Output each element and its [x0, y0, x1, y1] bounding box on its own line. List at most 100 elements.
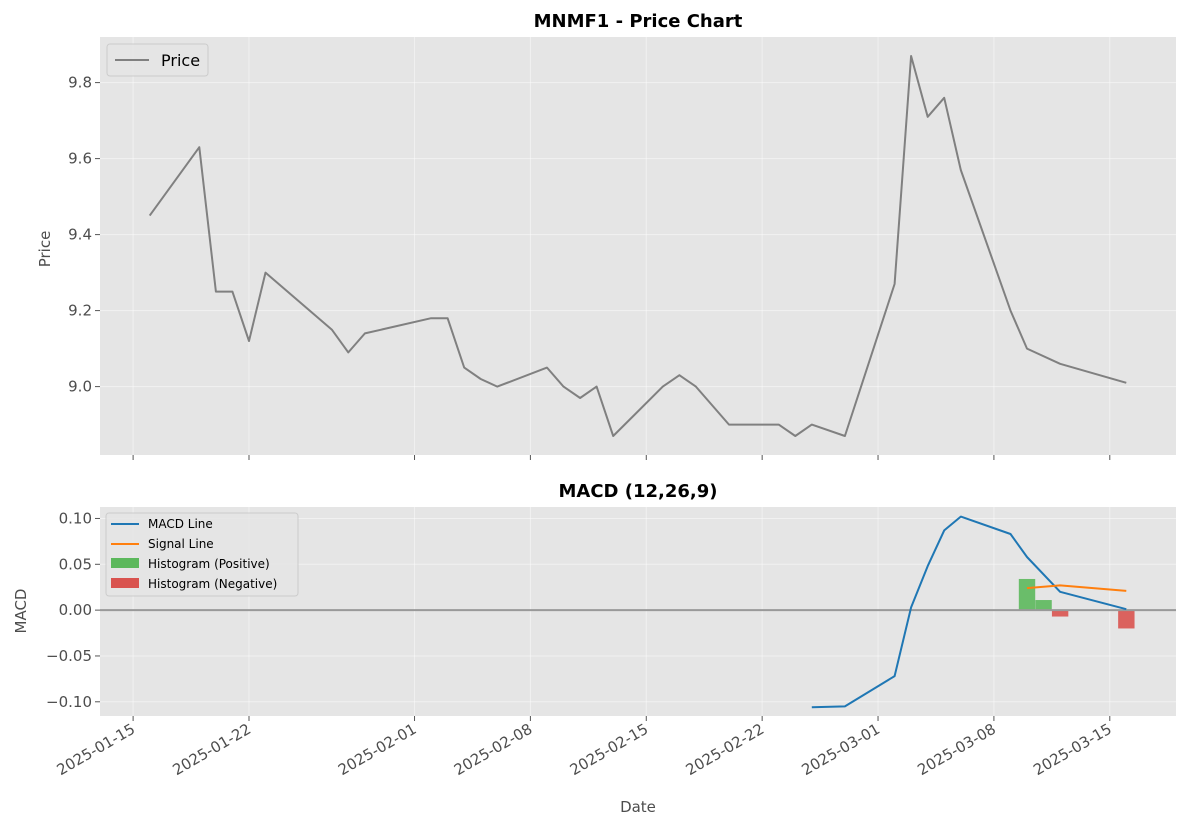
macd-legend-box	[105, 512, 299, 597]
macd-y-ticks: −0.10 −0.05 0.00 0.05 0.10	[46, 509, 100, 711]
histogram-positive-legend-label: Histogram (Positive)	[148, 557, 270, 571]
price-line-point	[149, 215, 151, 217]
date-x-axis-label: Date	[620, 798, 656, 816]
price-panel: MNMF1 - Price Chart 9.0 9.2 9.4 9.6 9.8 Pric…	[36, 11, 1176, 460]
macd-line-legend-label: MACD Line	[148, 517, 213, 531]
price-line-point	[695, 386, 697, 388]
histogram-negative-legend-swatch	[111, 578, 139, 588]
x-tick-label: 2025-02-22	[683, 720, 768, 779]
price-line-point	[596, 386, 598, 388]
x-tick-label: 2025-01-22	[169, 720, 254, 779]
price-line-point	[811, 424, 813, 426]
x-tick-label: 2025-03-08	[914, 720, 999, 779]
signal-line-legend-label: Signal Line	[148, 537, 214, 551]
x-tick-label: 2025-02-08	[451, 720, 536, 779]
macd-line-point	[1009, 533, 1011, 535]
y-tick-label: 0.00	[59, 601, 92, 619]
price-chart-title: MNMF1 - Price Chart	[534, 11, 743, 32]
price-legend: Price	[106, 43, 209, 77]
price-legend-label: Price	[161, 51, 200, 70]
price-line-point	[1009, 310, 1011, 312]
price-y-axis-label: Price	[36, 231, 54, 268]
price-line-point	[265, 272, 267, 274]
price-line-point	[579, 397, 581, 399]
macd-line-point	[844, 705, 846, 707]
x-tick-label: 2025-03-15	[1030, 720, 1115, 779]
price-line-point	[1125, 382, 1127, 384]
price-line-point	[563, 386, 565, 388]
macd-histogram	[1018, 578, 1135, 629]
price-line	[148, 55, 1127, 437]
macd-line-point	[943, 529, 945, 531]
price-line-point	[496, 386, 498, 388]
price-y-ticks: 9.0 9.2 9.4 9.6 9.8	[68, 74, 100, 396]
x-tick-label: 2025-01-15	[54, 720, 139, 779]
price-line-point	[463, 367, 465, 369]
price-gridlines	[100, 37, 1176, 455]
price-line-point	[430, 317, 432, 319]
price-line-point	[231, 291, 233, 293]
histogram-negative-bar	[1118, 610, 1135, 629]
x-tick-label: 2025-02-01	[335, 720, 420, 779]
price-line-point	[794, 435, 796, 437]
y-tick-label: 9.0	[68, 378, 92, 396]
macd-y-axis-label: MACD	[12, 589, 30, 634]
histogram-positive-legend-swatch	[111, 558, 139, 568]
macd-line-point	[811, 706, 813, 708]
macd-line-point	[960, 516, 962, 518]
price-plot-area	[100, 37, 1176, 455]
price-line-point	[1059, 363, 1061, 365]
macd-line-point	[1125, 608, 1127, 610]
y-tick-label: 0.05	[59, 555, 92, 573]
price-line-point	[480, 378, 482, 380]
signal-line-point	[1026, 587, 1028, 589]
y-tick-label: −0.10	[46, 693, 92, 711]
macd-chart-title: MACD (12,26,9)	[558, 481, 717, 502]
histogram-positive-bar	[1035, 600, 1052, 611]
price-line-point	[662, 386, 664, 388]
x-tick-label: 2025-02-15	[567, 720, 652, 779]
x-tick-label: 2025-03-01	[799, 720, 884, 779]
signal-line	[1026, 584, 1127, 592]
macd-line-point	[894, 675, 896, 677]
price-line-point	[248, 340, 250, 342]
price-line-point	[960, 169, 962, 171]
macd-line-point	[1059, 591, 1061, 593]
price-line-point	[612, 435, 614, 437]
price-line-point	[894, 283, 896, 285]
price-line-point	[844, 435, 846, 437]
histogram-negative-bar	[1051, 610, 1069, 617]
y-tick-label: 9.4	[68, 226, 92, 244]
price-line-point	[943, 97, 945, 99]
price-line-point	[778, 424, 780, 426]
macd-line-point	[927, 565, 929, 567]
y-tick-label: 9.2	[68, 302, 92, 320]
price-line-point	[447, 317, 449, 319]
price-line-point	[331, 329, 333, 331]
macd-series	[100, 515, 1176, 709]
price-line-point	[364, 332, 366, 334]
y-tick-label: 0.10	[59, 509, 92, 527]
price-line-point	[215, 291, 217, 293]
y-tick-label: 9.8	[68, 74, 92, 92]
signal-line-point	[1059, 584, 1061, 586]
macd-x-ticks: 2025-01-15 2025-01-22 2025-02-01 2025-02-08…	[54, 716, 1115, 779]
histogram-negative-legend-label: Histogram (Negative)	[148, 577, 277, 591]
macd-line-point	[1026, 556, 1028, 558]
y-tick-label: −0.05	[46, 647, 92, 665]
price-line-point	[198, 146, 200, 148]
price-line-point	[678, 374, 680, 376]
price-line-point	[728, 424, 730, 426]
price-series	[148, 55, 1127, 437]
macd-panel: MACD (12,26,9) 2025-01-15 2025-01-22 2025-…	[12, 481, 1176, 816]
signal-line-point	[1125, 590, 1127, 592]
macd-legend: MACD Line Signal Line Histogram (Positiv…	[105, 512, 299, 597]
price-line-point	[910, 55, 912, 57]
price-legend-box	[106, 43, 209, 77]
price-x-ticks	[132, 455, 1111, 460]
macd-line	[811, 515, 1127, 709]
histogram-positive-bar	[1018, 578, 1036, 611]
price-line-point	[546, 367, 548, 369]
price-line-point	[927, 116, 929, 118]
